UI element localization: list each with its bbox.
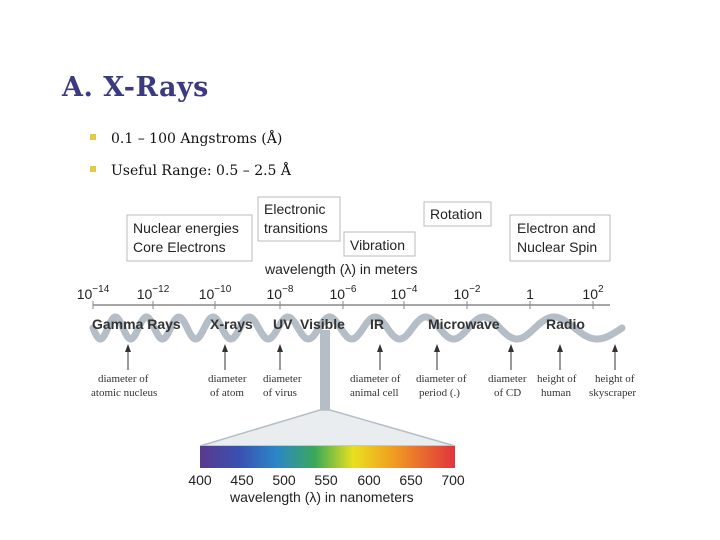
box-rotation: Rotation <box>423 201 492 227</box>
bullet-text: 0.1 – 100 Angstroms (Å) <box>111 131 283 147</box>
note-virus-line2: of virus <box>263 387 297 399</box>
nm-tick-label: 600 <box>357 472 381 488</box>
nm-tick-label: 700 <box>441 472 465 488</box>
band-microwave: Microwave <box>428 316 500 332</box>
visible-expansion <box>199 409 456 447</box>
note-human-line2: human <box>541 387 571 399</box>
scale-arrow <box>612 344 618 370</box>
nm-tick-label: 450 <box>230 472 254 488</box>
nm-tick-label: 500 <box>272 472 296 488</box>
meter-tick-label: 10−8 <box>267 284 294 302</box>
visible-spectrum-bar <box>200 446 455 468</box>
scale-arrow <box>434 344 440 370</box>
band-uv: UV <box>273 316 293 332</box>
box-spin: Electron and Nuclear Spin <box>509 214 611 262</box>
band-ir: IR <box>370 316 384 332</box>
box-spin-line1: Electron and <box>517 220 596 236</box>
bullet-item: Useful Range: 0.5 – 2.5 Å <box>90 163 291 179</box>
nm-tick-label: 550 <box>314 472 338 488</box>
box-nuclear-line1: Nuclear energies <box>133 220 239 236</box>
note-skyscraper: height of skyscraper <box>589 373 636 399</box>
meter-tick-label: 10−12 <box>137 284 170 302</box>
bullet-item: 0.1 – 100 Angstroms (Å) <box>90 131 282 147</box>
meter-tick-label: 10−2 <box>454 284 481 302</box>
bullet-text: Useful Range: 0.5 – 2.5 Å <box>111 163 292 179</box>
meter-tick-label: 10−4 <box>391 284 418 302</box>
bullet-marker <box>90 166 96 172</box>
band-gamma: Gamma Rays <box>92 316 181 332</box>
note-cell-line1: diameter of <box>350 373 401 385</box>
nm-tick-labels: 400 450 500 550 600 650 700 <box>188 472 465 488</box>
note-cd-line1: diameter <box>488 373 527 385</box>
note-cell: diameter of animal cell <box>350 373 401 399</box>
band-xrays: X-rays <box>210 316 253 332</box>
note-cd: diameter of CD <box>488 373 527 399</box>
meter-tick-label: 1 <box>526 286 534 302</box>
box-nuclear-line2: Core Electrons <box>133 239 226 255</box>
scale-arrow <box>508 344 514 370</box>
slide-title: A. X-Rays <box>62 72 209 103</box>
box-electronic-line2: transitions <box>264 220 328 236</box>
visible-stem <box>320 330 330 410</box>
em-wave <box>89 313 626 343</box>
bullet-marker <box>90 134 96 140</box>
note-cd-line2: of CD <box>494 387 521 399</box>
note-skyscraper-line1: height of <box>595 373 635 385</box>
box-vibration: Vibration <box>343 231 416 257</box>
box-spin-line2: Nuclear Spin <box>517 239 597 255</box>
note-human-line1: height of <box>537 373 577 385</box>
note-virus-line1: diameter <box>263 373 302 385</box>
note-period: diameter of period (.) <box>416 373 467 399</box>
box-rotation-label: Rotation <box>430 206 482 222</box>
box-nuclear: Nuclear energies Core Electrons <box>126 214 253 262</box>
meter-tick-marks <box>92 301 594 309</box>
note-skyscraper-line2: skyscraper <box>589 387 636 399</box>
axis-title-meters: wavelength (λ) in meters <box>264 261 418 277</box>
box-vibration-label: Vibration <box>350 237 405 253</box>
scale-arrow <box>277 344 283 370</box>
scale-arrow <box>125 344 131 370</box>
note-nucleus-line1: diameter of <box>98 373 149 385</box>
meter-tick-label: 10−14 <box>77 284 110 302</box>
scale-arrow <box>557 344 563 370</box>
note-nucleus: diameter of atomic nucleus <box>91 373 157 399</box>
note-period-line1: diameter of <box>416 373 467 385</box>
note-atom-line1: diameter <box>208 373 247 385</box>
box-electronic-line1: Electronic <box>264 201 325 217</box>
note-cell-line2: animal cell <box>350 387 399 399</box>
scale-arrow <box>222 344 228 370</box>
box-electronic: Electronic transitions <box>257 196 341 242</box>
axis-title-nm: wavelength (λ) in nanometers <box>229 489 414 505</box>
meter-tick-label: 10−6 <box>330 284 357 302</box>
nm-tick-label: 650 <box>399 472 423 488</box>
meter-tick-label: 102 <box>582 284 604 302</box>
note-human: height of human <box>537 373 577 399</box>
note-virus: diameter of virus <box>263 373 302 399</box>
note-nucleus-line2: atomic nucleus <box>91 387 157 399</box>
scale-arrow <box>377 344 383 370</box>
band-visible: Visible <box>300 316 345 332</box>
note-atom-line2: of atom <box>210 387 244 399</box>
meter-tick-label: 10−10 <box>199 284 232 302</box>
note-atom: diameter of atom <box>208 373 247 399</box>
meter-tick-labels: 10−14 10−12 10−10 10−8 10−6 10−4 10−2 1 102 <box>77 284 604 302</box>
band-radio: Radio <box>546 316 585 332</box>
note-period-line2: period (.) <box>419 387 460 399</box>
scale-arrows <box>125 344 618 370</box>
nm-tick-label: 400 <box>188 472 212 488</box>
